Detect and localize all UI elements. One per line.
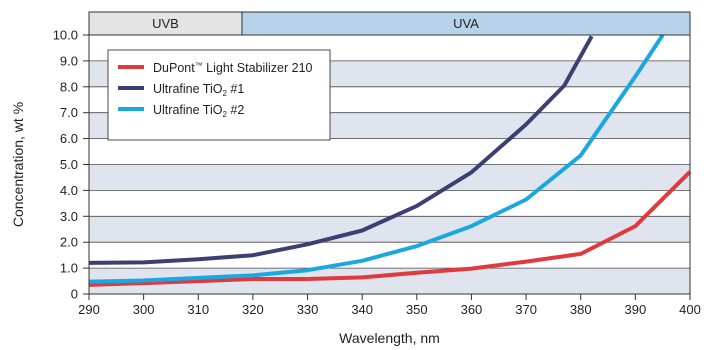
axes: 0 1.0 2.0 3.0 4.0 5.0 6.0 7.0 8.0 9.0 10.0 290 300 31… bbox=[10, 28, 701, 347]
legend-entry-3: Ultrafine TiO2 #2 bbox=[153, 103, 244, 119]
series-line-2 bbox=[88, 35, 594, 265]
x-tick-label: 360 bbox=[461, 302, 483, 317]
x-tick-label: 290 bbox=[78, 302, 100, 317]
x-tick-label: 340 bbox=[351, 302, 373, 317]
y-tick-label: 0 bbox=[71, 287, 78, 302]
x-axis-title: Wavelength, nm bbox=[339, 330, 440, 346]
grid-band bbox=[89, 164, 690, 191]
series-lines bbox=[88, 33, 692, 287]
x-tick-label: 310 bbox=[187, 302, 209, 317]
y-tick-label: 9.0 bbox=[60, 53, 78, 68]
x-tick-label: 390 bbox=[625, 302, 647, 317]
legend-entry-1: DuPont™ Light Stabilizer 210 bbox=[153, 61, 313, 75]
legend-entry-2: Ultrafine TiO2 #1 bbox=[153, 82, 244, 98]
y-tick-label: 2.0 bbox=[60, 235, 78, 250]
x-tick-label: 380 bbox=[570, 302, 592, 317]
x-tick-label: 400 bbox=[679, 302, 701, 317]
y-tick-label: 5.0 bbox=[60, 157, 78, 172]
grid-band bbox=[89, 216, 690, 243]
y-tick-label: 1.0 bbox=[60, 261, 78, 276]
series-line-3 bbox=[88, 33, 665, 284]
y-tick-label: 7.0 bbox=[60, 105, 78, 120]
region-uva-label: UVA bbox=[453, 16, 479, 31]
region-uvb-label: UVB bbox=[152, 16, 179, 31]
y-axis-title: Concentration, wt % bbox=[10, 102, 26, 227]
x-tick-label: 300 bbox=[133, 302, 155, 317]
x-tick-label: 350 bbox=[406, 302, 428, 317]
x-tick-label: 370 bbox=[515, 302, 537, 317]
y-tick-label: 8.0 bbox=[60, 79, 78, 94]
legend-box bbox=[107, 49, 331, 141]
legend: DuPont™ Light Stabilizer 210 Ultrafine Ti… bbox=[107, 49, 331, 141]
series-line-1 bbox=[88, 170, 692, 287]
y-tick-label: 6.0 bbox=[60, 131, 78, 146]
y-tick-label: 3.0 bbox=[60, 209, 78, 224]
x-tick-label: 330 bbox=[297, 302, 319, 317]
y-tick-label: 4.0 bbox=[60, 183, 78, 198]
y-tick-label: 10.0 bbox=[53, 28, 78, 43]
x-tick-label: 320 bbox=[242, 302, 264, 317]
uv-region-header: UVB UVA bbox=[88, 11, 691, 36]
